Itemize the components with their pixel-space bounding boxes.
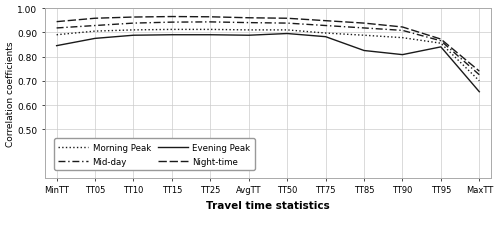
Night-time [246,17,252,20]
Morning Peak [92,31,98,33]
Line: Mid-day: Mid-day [56,23,480,75]
Morning Peak [169,29,175,32]
Evening Peak [54,45,60,48]
Evening Peak [92,38,98,41]
Evening Peak [438,46,444,49]
Evening Peak [400,54,406,57]
Evening Peak [246,35,252,37]
Night-time [54,21,60,24]
Evening Peak [130,35,136,37]
Morning Peak [246,29,252,32]
Evening Peak [169,34,175,37]
Night-time [361,23,367,25]
Mid-day [208,21,214,24]
Evening Peak [361,50,367,53]
Morning Peak [361,35,367,37]
Morning Peak [284,29,290,32]
Y-axis label: Correlation coefficients: Correlation coefficients [6,41,15,146]
Mid-day [400,30,406,33]
Mid-day [246,22,252,25]
Night-time [169,16,175,19]
Evening Peak [208,34,214,37]
Mid-day [476,74,482,77]
Night-time [438,39,444,41]
Morning Peak [130,29,136,32]
Evening Peak [284,33,290,36]
Night-time [92,18,98,20]
Evening Peak [322,36,328,39]
Legend: Morning Peak, Mid-day, Evening Peak, Night-time: Morning Peak, Mid-day, Evening Peak, Nig… [54,139,254,170]
Morning Peak [438,43,444,45]
Night-time [284,18,290,20]
Night-time [208,16,214,19]
Night-time [400,27,406,29]
Line: Night-time: Night-time [56,17,480,72]
Mid-day [361,27,367,30]
Mid-day [169,22,175,24]
Mid-day [438,40,444,43]
Morning Peak [54,34,60,37]
X-axis label: Travel time statistics: Travel time statistics [206,200,330,210]
Night-time [476,70,482,73]
Morning Peak [322,32,328,35]
Line: Evening Peak: Evening Peak [56,34,480,92]
Line: Morning Peak: Morning Peak [56,30,480,81]
Morning Peak [476,80,482,83]
Mid-day [130,23,136,25]
Night-time [130,17,136,19]
Mid-day [284,23,290,25]
Mid-day [322,25,328,28]
Morning Peak [208,29,214,32]
Mid-day [54,27,60,30]
Morning Peak [400,37,406,40]
Evening Peak [476,91,482,94]
Mid-day [92,25,98,28]
Night-time [322,20,328,23]
